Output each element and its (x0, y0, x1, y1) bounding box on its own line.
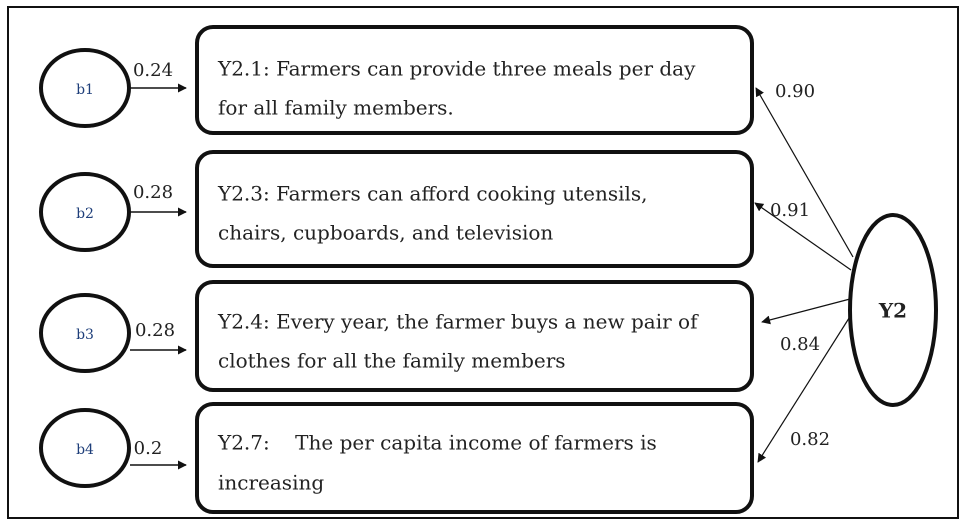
error-circle (39, 293, 131, 373)
indicator-text: increasing (218, 471, 324, 495)
loading-label: 0.90 (775, 81, 815, 102)
loading-label: 0.91 (770, 200, 810, 221)
error-coefficient: 0.24 (133, 60, 173, 81)
indicator-box (195, 150, 754, 268)
indicator: Y2.3: Farmers can afford cooking utensil… (195, 150, 754, 268)
latent-label: Y2 (878, 299, 907, 323)
error-circle (39, 408, 131, 488)
error-circle (39, 48, 131, 128)
error-node: b4 0.2 (39, 408, 187, 488)
indicator-text: chairs, cupboards, and television (218, 221, 553, 245)
indicator: Y2.1: Farmers can provide three meals pe… (195, 25, 754, 135)
error-node: b3 0.28 (39, 293, 187, 373)
indicator-box (195, 402, 754, 514)
loading-arrow (754, 202, 852, 271)
error-label: b3 (76, 327, 94, 343)
indicator-text: Y2.1: Farmers can provide three meals pe… (217, 57, 696, 81)
loading-label: 0.84 (780, 334, 820, 355)
indicator-text: Y2.3: Farmers can afford cooking utensil… (217, 182, 648, 206)
error-label: b1 (76, 82, 94, 98)
indicator-text: clothes for all the family members (218, 349, 566, 373)
frame (7, 6, 959, 519)
indicator-text: Y2.7: The per capita income of farmers i… (217, 431, 657, 455)
error-coefficient: 0.28 (135, 320, 175, 341)
indicator: Y2.7: The per capita income of farmers i… (195, 402, 754, 514)
indicator-box (195, 280, 754, 392)
indicator-text: for all family members. (218, 96, 454, 120)
error-coefficient: 0.28 (133, 182, 173, 203)
error-circle (39, 172, 131, 252)
indicator-text: Y2.4: Every year, the farmer buys a new … (217, 310, 699, 334)
error-node: b2 0.28 (39, 172, 187, 252)
error-label: b4 (76, 442, 94, 458)
loading-arrow (757, 314, 852, 463)
loading-arrow (761, 298, 851, 325)
error-coefficient: 0.2 (134, 438, 163, 459)
latent-ellipse (848, 213, 938, 407)
error-label: b2 (76, 206, 94, 222)
loading-arrow (755, 87, 854, 258)
loading-label: 0.82 (790, 429, 830, 450)
indicator: Y2.4: Every year, the farmer buys a new … (195, 280, 754, 392)
indicator-box (195, 25, 754, 135)
error-node: b1 0.24 (39, 48, 187, 128)
